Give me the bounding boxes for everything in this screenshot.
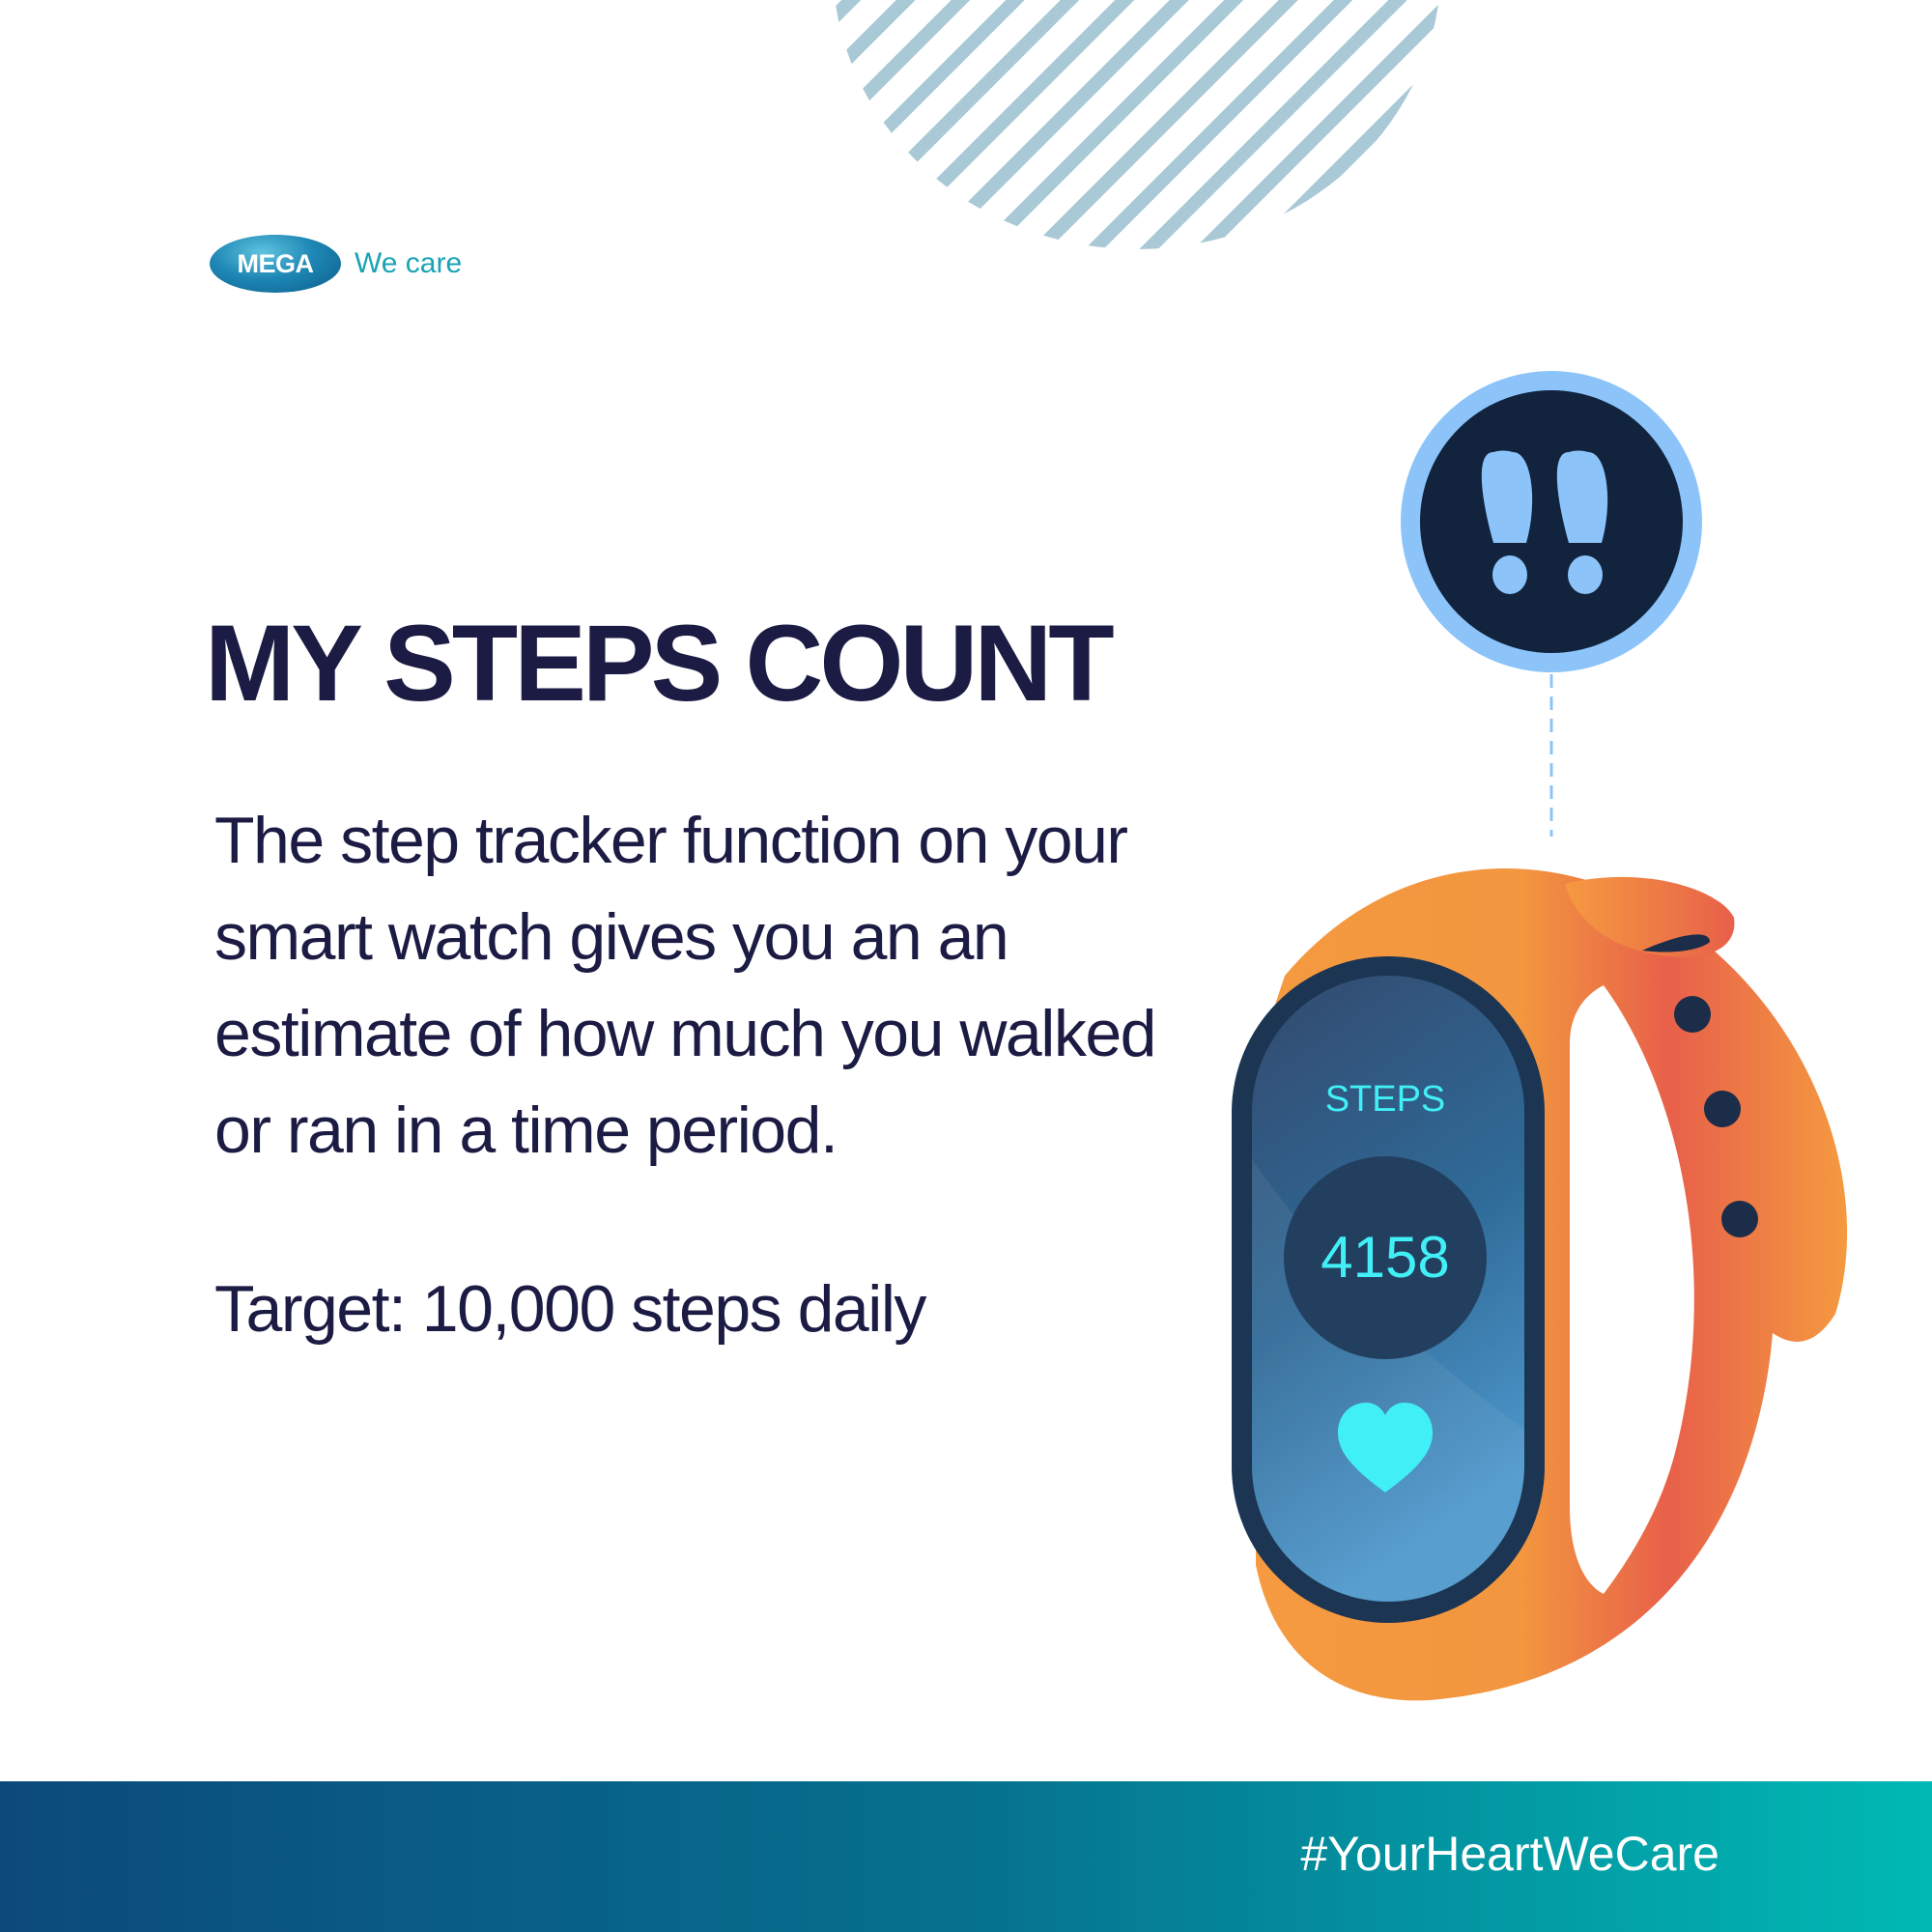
watch-face: STEPS 4158 [1232, 956, 1545, 1623]
band-hole [1704, 1091, 1741, 1127]
step-count: 4158 [1321, 1225, 1449, 1290]
count-ring [1284, 1156, 1487, 1359]
heart-icon [1338, 1403, 1433, 1492]
watch-label: STEPS [1325, 1079, 1446, 1120]
band-hole [1721, 1201, 1758, 1237]
headline: MY STEPS COUNT [205, 603, 1115, 724]
logo-tagline: We care [355, 247, 463, 279]
footprints-icon [1401, 371, 1702, 672]
description: The step tracker function on your smart … [214, 804, 1157, 1167]
brand-logo: MEGA We care [210, 232, 462, 296]
smartwatch-illustration: STEPS 4158 [1232, 371, 1848, 1701]
logo-text: MEGA [237, 248, 315, 278]
band-hole [1674, 996, 1711, 1033]
footer-hashtag: #YourHeartWeCare [1300, 1827, 1719, 1881]
daily-target: Target: 10,000 steps daily [214, 1272, 926, 1346]
footer-bar [0, 1781, 1932, 1932]
logo-badge: MEGA [210, 235, 341, 293]
